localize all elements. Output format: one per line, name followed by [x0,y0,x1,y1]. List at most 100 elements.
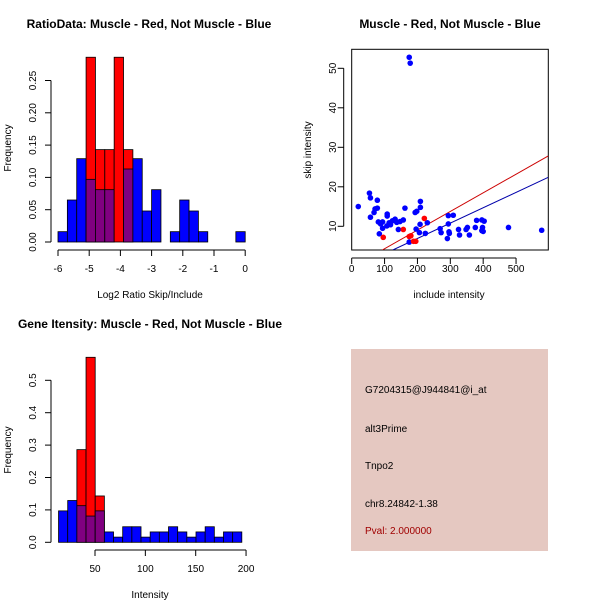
chart-title: Gene Itensity: Muscle - Red, Not Muscle … [18,317,282,331]
y-tick-label: 0.25 [28,70,39,90]
point-not-muscle [417,221,423,228]
point-not-muscle [472,224,479,231]
x-tick-label: 100 [376,264,393,275]
x-tick-label: -4 [116,264,125,275]
y-tick-label: 50 [328,62,339,74]
histogram-bar-not-muscle [151,189,162,243]
y-tick-label: 0.05 [28,200,39,220]
histogram-bar-not-muscle [197,231,209,243]
histogram-bar-not-muscle [186,536,197,543]
x-tick-label: 200 [238,564,255,575]
point-not-muscle [367,195,374,201]
histogram-bar-not-muscle [188,210,199,243]
y-tick-label: 0.10 [28,167,39,187]
x-tick-label: 100 [137,564,154,575]
x-axis-label: include intensity [413,290,484,301]
point-not-muscle [424,219,431,226]
point-muscle [412,238,419,245]
histogram-bar-not-muscle [140,536,151,543]
x-tick-label: 200 [409,264,426,275]
point-not-muscle [379,219,386,225]
histogram-bar-not-muscle [132,158,143,243]
histogram-bar-muscle [85,356,96,543]
x-tick-label: 400 [475,264,492,275]
y-tick-label: 0.5 [28,373,39,387]
histogram-bar-not-muscle [179,199,190,243]
point-not-muscle [407,60,414,66]
point-not-muscle [444,235,451,242]
x-tick-label: 500 [508,264,525,275]
x-tick-label: -6 [54,264,63,275]
point-not-muscle [376,231,383,237]
y-axis-label: Frequency [3,124,14,171]
point-not-muscle [374,197,381,204]
plot-box [351,48,549,251]
histogram-bar-not-muscle [232,531,243,543]
x-tick-label: 150 [187,564,204,575]
point-not-muscle [481,218,487,224]
point-not-muscle [422,230,429,237]
point-not-muscle [455,226,462,233]
point-not-muscle [355,203,362,210]
chart-title: Muscle - Red, Not Muscle - Blue [359,17,541,31]
y-tick-label: 0.0 [28,535,39,549]
histogram-bar-overlap [85,178,96,243]
point-not-muscle [438,229,444,236]
y-tick-label: 10 [328,220,339,232]
y-tick-label: 0.1 [28,503,39,517]
y-tick-label: 0.3 [28,438,39,452]
point-not-muscle [417,204,424,211]
point-muscle [380,234,387,241]
histogram-bar-not-muscle [67,500,78,543]
histogram-bar-not-muscle [76,158,87,243]
point-not-muscle [466,232,473,238]
histogram-bar-overlap [76,505,87,543]
point-not-muscle [395,226,402,233]
x-tick-label: -2 [178,264,187,275]
point-not-muscle [406,54,413,61]
histogram-bar-not-muscle [66,199,78,243]
y-tick-label: 0.15 [28,135,39,155]
x-axis-label: Log2 Ratio Skip/Include [97,290,203,301]
point-not-muscle [445,212,452,219]
point-not-muscle [480,228,486,235]
event-type: alt3Prime [365,424,408,435]
histogram-bar-not-muscle [223,531,234,543]
histogram-bar-muscle [113,56,124,243]
regression-line [392,176,549,250]
location: chr8.24842-1.38 [365,499,438,510]
x-tick-label: 50 [89,564,101,575]
point-not-muscle [374,205,381,211]
chart-title: RatioData: Muscle - Red, Not Muscle - Bl… [27,17,272,31]
point-muscle [400,226,407,233]
histogram-bar-overlap [94,510,105,543]
point-not-muscle [367,214,374,221]
x-axis-label: Intensity [131,590,168,600]
point-muscle [408,232,414,239]
histogram-bar-not-muscle [169,231,181,243]
gene-name: Tnpo2 [365,461,394,472]
histogram-bar-not-muscle [131,526,142,543]
y-tick-label: 0.4 [28,405,39,419]
point-not-muscle [366,190,373,196]
y-tick-label: 0.00 [28,232,39,252]
point-not-muscle [417,198,424,205]
histogram-bar-not-muscle [113,536,124,543]
point-not-muscle [384,213,390,219]
histogram-bar-not-muscle [141,210,153,243]
histogram-bar-not-muscle [57,231,68,243]
probe-id: G7204315@J944841@i_at [365,385,487,396]
x-tick-label: -1 [210,264,219,275]
x-tick-label: 0 [242,264,248,275]
histogram-bar-not-muscle [58,510,69,543]
point-not-muscle [456,232,463,238]
histogram-bar-overlap [85,515,96,543]
x-tick-label: 300 [442,264,459,275]
histogram-bar-overlap [123,168,134,243]
histogram-bar-not-muscle [103,531,114,543]
y-axis-label: Frequency [3,426,14,473]
y-axis-label: skip intensity [303,121,314,178]
pval: Pval: 2.000000 [365,526,432,537]
info-panel: G7204315@J944841@i_at alt3Prime Tnpo2 ch… [351,349,548,551]
